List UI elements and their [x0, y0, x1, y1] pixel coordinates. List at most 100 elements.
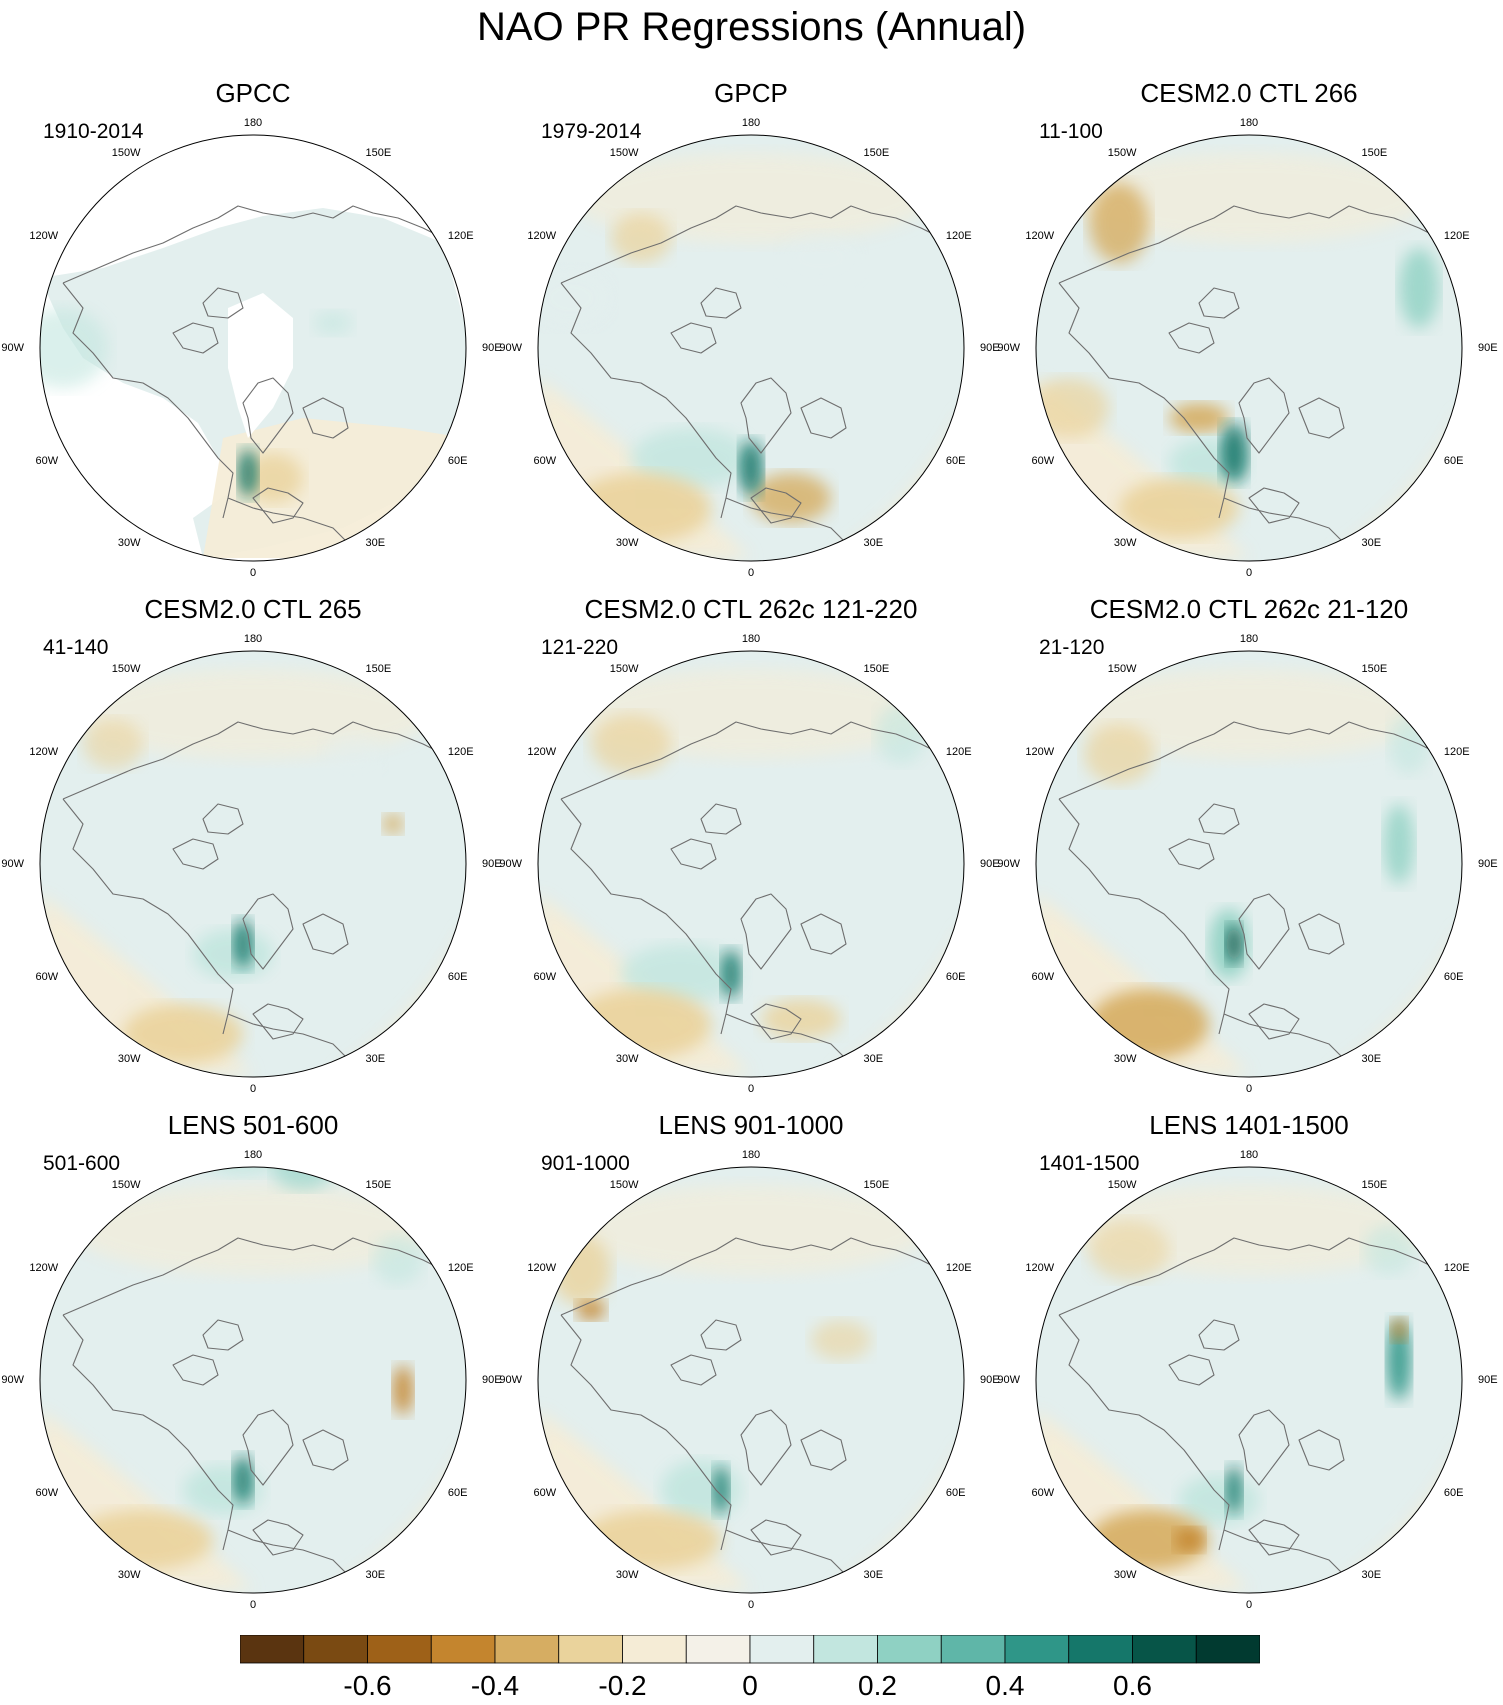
longitude-label: 120E — [945, 745, 972, 758]
precip-anomaly-blob — [571, 473, 711, 543]
longitude-label: 30W — [615, 536, 639, 549]
longitude-label: 120W — [29, 1261, 59, 1274]
longitude-label: 90W — [1, 858, 24, 870]
coastline — [302, 913, 349, 955]
longitude-label: 60W — [35, 1486, 59, 1499]
longitude-label: 30W — [117, 1052, 141, 1065]
coastline — [560, 1314, 732, 1551]
longitude-label: 120E — [1443, 1261, 1470, 1274]
longitude-label: 150E — [365, 147, 392, 160]
precip-anomaly-blob — [721, 949, 741, 999]
longitude-label: 60W — [35, 970, 59, 983]
precip-anomaly-blob — [1220, 423, 1248, 483]
longitude-label: 120W — [1025, 229, 1055, 242]
coastline — [1248, 487, 1300, 524]
precip-anomaly-blob — [73, 1510, 213, 1570]
coastline — [302, 1429, 349, 1471]
longitude-label: 150E — [1361, 147, 1388, 160]
map-boundary — [39, 1166, 467, 1594]
coastline — [1058, 721, 1440, 800]
coastline — [62, 205, 444, 284]
coastline — [740, 1409, 792, 1486]
coastline — [252, 1003, 304, 1040]
coastline — [62, 721, 444, 800]
panel-period: 501-600 — [43, 1152, 121, 1175]
polar-map — [39, 1166, 467, 1594]
panel-period: 121-220 — [541, 636, 619, 659]
coastline — [1248, 1519, 1300, 1556]
longitude-label: 120W — [527, 745, 557, 758]
longitude-label: 150E — [863, 147, 890, 160]
longitude-label: 90W — [997, 1374, 1020, 1386]
panel-title: LENS 501-600 — [167, 1110, 339, 1140]
coastline — [242, 377, 294, 454]
longitude-label: 150E — [365, 663, 392, 676]
longitude-label: 90E — [482, 858, 502, 870]
longitude-label: 30W — [117, 1568, 141, 1581]
longitude-label: 90W — [997, 858, 1020, 870]
panel-period: 11-100 — [1039, 120, 1103, 143]
longitude-label: 90E — [1478, 342, 1498, 354]
longitude-label: 180 — [1239, 1149, 1259, 1161]
coastline — [700, 287, 742, 319]
longitude-label: 90W — [499, 858, 522, 870]
coastline — [302, 397, 349, 439]
polar-map — [537, 134, 965, 562]
precip-anomaly-blob — [631, 428, 751, 488]
coastline — [560, 721, 942, 800]
precip-anomaly-blob — [713, 1465, 729, 1515]
longitude-label: 60E — [447, 454, 468, 467]
longitude-label: 60W — [1031, 970, 1055, 983]
coastline — [1168, 1354, 1215, 1386]
precip-anomaly-region — [571, 1185, 931, 1275]
colorbar-segment — [940, 1635, 1006, 1664]
precip-anomaly-blob — [233, 919, 253, 969]
panel-period: 1910-2014 — [43, 120, 144, 143]
longitude-label: 90E — [980, 342, 1000, 354]
map-boundary — [537, 1166, 965, 1594]
coastline — [670, 322, 717, 354]
panel-title: GPCP — [714, 78, 788, 108]
colorbar-segment — [367, 1635, 432, 1664]
precip-anomaly-blob — [538, 268, 611, 328]
coastline — [172, 838, 219, 870]
map-panel: CESM2.0 CTL 266 11-100 180 150E 120E 90E 60E 30… — [997, 78, 1499, 579]
longitude-label: 150E — [863, 1179, 890, 1192]
precip-anomaly-blob — [821, 1167, 881, 1175]
precip-anomaly-blob — [1399, 248, 1439, 328]
map-panel: GPCC 1910-2014 180 150E 120E 90E 60E 30E 0 30W 60W… — [1, 78, 503, 579]
coastline — [560, 282, 732, 519]
precip-anomaly-region — [1069, 153, 1429, 243]
panel-title: CESM2.0 CTL 266 — [1140, 78, 1358, 108]
coastline — [202, 287, 244, 319]
longitude-label: 60E — [1443, 1486, 1464, 1499]
coastline — [670, 1354, 717, 1386]
precip-anomaly-blob — [1036, 378, 1109, 438]
panel-title: LENS 1401-1500 — [1149, 1110, 1349, 1140]
colorbar-tick-label: 0.2 — [858, 1670, 897, 1701]
coastline — [1198, 803, 1240, 835]
longitude-label: 120W — [527, 229, 557, 242]
map-boundary — [39, 650, 467, 1078]
longitude-label: 120E — [447, 229, 474, 242]
map-boundary — [1035, 1166, 1463, 1594]
precip-anomaly-blob — [621, 944, 741, 1004]
coastline — [1058, 1314, 1230, 1551]
colorbar-segment — [685, 1635, 751, 1664]
longitude-label: 180 — [1239, 633, 1259, 645]
colorbar-segment — [877, 1635, 942, 1664]
map-panel: CESM2.0 CTL 262c 21-120 21-120 180 150E 120E… — [997, 594, 1499, 1095]
precip-anomaly-blob — [1179, 1475, 1259, 1525]
map-background — [40, 1167, 466, 1593]
colorbar-segment — [303, 1635, 368, 1664]
colorbar-segment — [813, 1635, 878, 1664]
coastline — [1248, 1003, 1300, 1040]
longitude-label: 30E — [365, 1052, 386, 1065]
precip-anomaly-blob — [193, 929, 273, 979]
polar-map — [1035, 650, 1463, 1078]
polar-map — [537, 650, 965, 1078]
colorbar-segment — [430, 1635, 496, 1664]
precip-anomaly-blob — [1226, 924, 1242, 964]
longitude-label: 30W — [117, 536, 141, 549]
longitude-label: 150E — [1361, 663, 1388, 676]
